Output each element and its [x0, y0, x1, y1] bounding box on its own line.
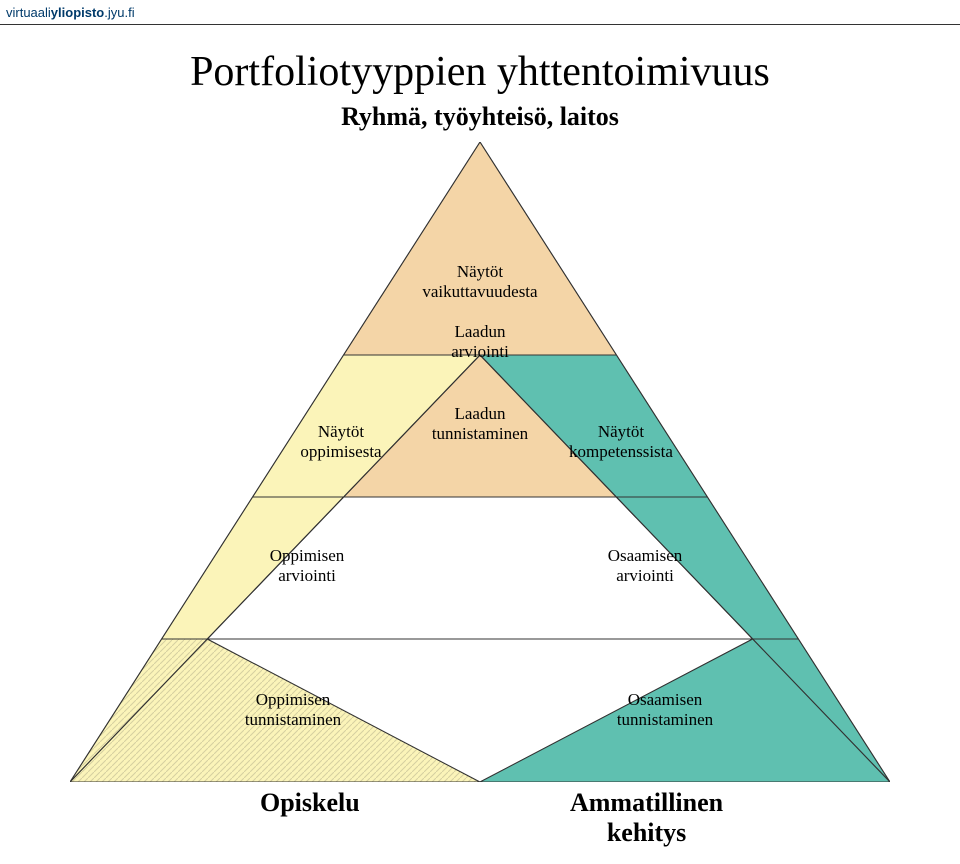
page-subtitle: Ryhmä, työyhteisö, laitos	[0, 102, 960, 132]
triangle-svg	[70, 142, 890, 782]
label-bot-left: Oppimisen tunnistaminen	[228, 690, 358, 729]
label-mid-left: Näytöt oppimisesta	[286, 422, 396, 461]
footer-right: Ammatillinen kehitys	[570, 788, 723, 848]
page-title: Portfoliotyyppien yhttentoimivuus	[0, 48, 960, 96]
site-header: virtuaaliyliopisto.jyu.fi	[0, 0, 960, 25]
label-low-left: Oppimisen arviointi	[252, 546, 362, 585]
header-suffix: .jyu.fi	[104, 5, 134, 20]
slide-content: Portfoliotyyppien yhttentoimivuus Ryhmä,…	[0, 38, 960, 864]
footer-left: Opiskelu	[260, 788, 360, 818]
label-bot-right: Osaamisen tunnistaminen	[600, 690, 730, 729]
label-mid-right: Näytöt kompetenssista	[556, 422, 686, 461]
triangle-diagram: Näytöt vaikuttavuudesta Laadun arviointi…	[70, 142, 890, 782]
header-bold: yliopisto	[51, 5, 104, 20]
label-top2: Laadun arviointi	[425, 322, 535, 361]
label-mid-center: Laadun tunnistaminen	[420, 404, 540, 443]
header-light: virtuaali	[6, 5, 51, 20]
label-top1: Näytöt vaikuttavuudesta	[410, 262, 550, 301]
label-low-right: Osaamisen arviointi	[590, 546, 700, 585]
